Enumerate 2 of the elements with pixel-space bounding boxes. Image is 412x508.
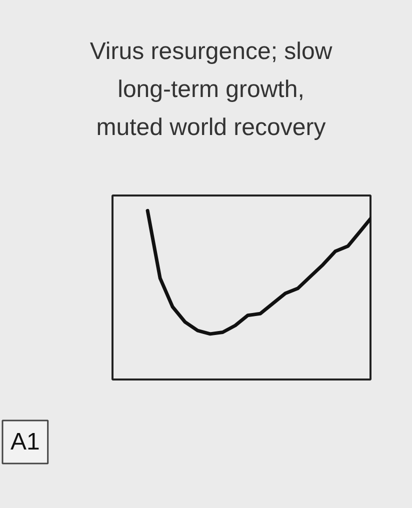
text: A1: [10, 428, 40, 456]
chart-title: Virus resurgence; slow long-term growth, muted world recovery: [90, 37, 332, 143]
